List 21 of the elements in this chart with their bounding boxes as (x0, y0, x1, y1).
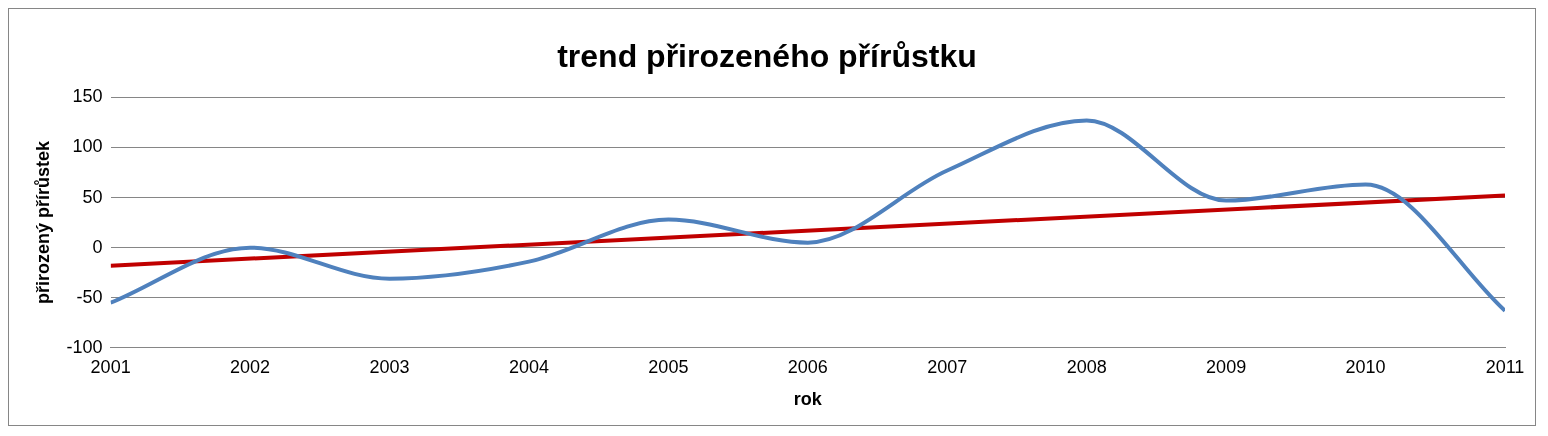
y-tick-label: -50 (76, 286, 103, 307)
y-axis-title: přirozený přírůstek (32, 140, 53, 305)
x-tick-label: 2003 (369, 356, 410, 377)
x-tick-label: 2002 (230, 356, 271, 377)
x-tick-label: 2005 (648, 356, 689, 377)
chart-title: trend přirozeného přírůstku (557, 38, 977, 75)
x-tick-label: 2010 (1345, 356, 1386, 377)
x-tick-label: 2008 (1066, 356, 1107, 377)
x-tick-label: 2004 (508, 356, 549, 377)
y-tick-label: -100 (66, 336, 103, 357)
x-tick-label: 2006 (787, 356, 828, 377)
x-tick-label: 2009 (1206, 356, 1247, 377)
x-tick-label: 2001 (90, 356, 131, 377)
x-axis-title: rok (793, 389, 823, 410)
y-tick-label: 100 (72, 136, 103, 157)
y-tick-label: 150 (72, 86, 103, 107)
x-tick-label: 2007 (927, 356, 968, 377)
y-tick-label: 0 (92, 236, 103, 257)
line-series (110, 118, 1505, 313)
x-tick-label: 2011 (1485, 356, 1525, 377)
y-tick-label: 50 (82, 186, 103, 207)
